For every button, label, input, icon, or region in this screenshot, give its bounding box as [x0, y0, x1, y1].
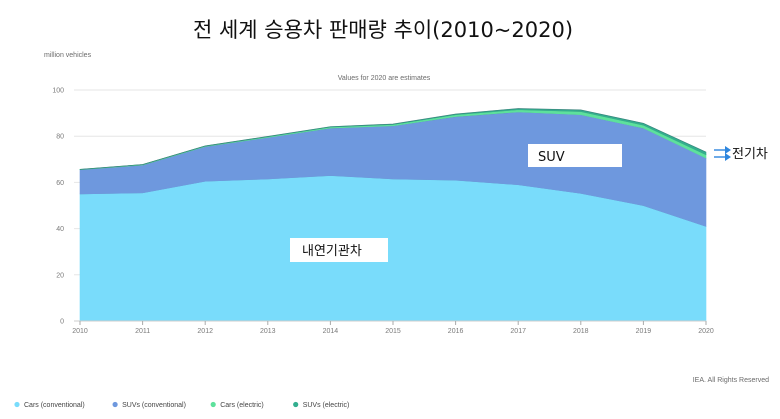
x-tick-label: 2012 — [197, 328, 213, 335]
legend-label: Cars (conventional) — [24, 402, 85, 409]
y-tick-label: 100 — [52, 88, 64, 95]
ev-arrow-icon — [714, 146, 731, 161]
series-line — [79, 108, 707, 170]
chart-subtitle: Values for 2020 are estimates — [338, 75, 431, 82]
y-tick-label: 60 — [56, 180, 64, 187]
y-tick-label: 80 — [56, 134, 64, 141]
ice-annotation: 내연기관차 — [302, 244, 362, 259]
x-tick-label: 2010 — [72, 328, 88, 335]
legend-marker — [112, 401, 118, 408]
areas — [79, 108, 707, 322]
x-tick-label: 2020 — [698, 328, 714, 335]
ice-annotation-box — [290, 238, 388, 262]
x-tick-label: 2014 — [323, 328, 339, 335]
area-suvs-electric — [79, 108, 707, 170]
ev-annotation: 전기차 — [732, 147, 768, 162]
legend-marker — [293, 401, 299, 408]
legend-label: SUVs (electric) — [303, 402, 350, 409]
x-tick-label: 2013 — [260, 328, 276, 335]
legend-marker — [14, 401, 20, 408]
x-tick-label: 2019 — [636, 328, 652, 335]
x-tick-label: 2018 — [573, 328, 589, 335]
x-tick-label: 2016 — [448, 328, 464, 335]
y-tick-label: 40 — [56, 226, 64, 233]
suv-annotation-box — [528, 144, 622, 167]
legend-label: Cars (electric) — [220, 402, 264, 409]
legend: Cars (conventional) SUVs (conventional) Ca… — [14, 401, 350, 409]
y-ticks: 0 20 40 60 80 100 — [52, 88, 64, 326]
suv-annotation: SUV — [538, 150, 565, 165]
y-tick-label: 0 — [60, 319, 64, 326]
chart-title: 전 세계 승용차 판매량 추이(2010~2020) — [193, 18, 573, 42]
y-tick-label: 20 — [56, 272, 64, 279]
x-tick-label: 2015 — [385, 328, 401, 335]
source-note: IEA. All Rights Reserved — [693, 377, 769, 384]
legend-label: SUVs (conventional) — [122, 402, 186, 409]
legend-marker — [210, 401, 216, 408]
x-tick-label: 2017 — [510, 328, 526, 335]
x-ticks: 2010 2011 2012 2013 2014 2015 2016 2017 2018 2019… — [72, 321, 714, 335]
y-axis-label: million vehicles — [44, 52, 92, 59]
x-tick-label: 2011 — [135, 328, 150, 335]
